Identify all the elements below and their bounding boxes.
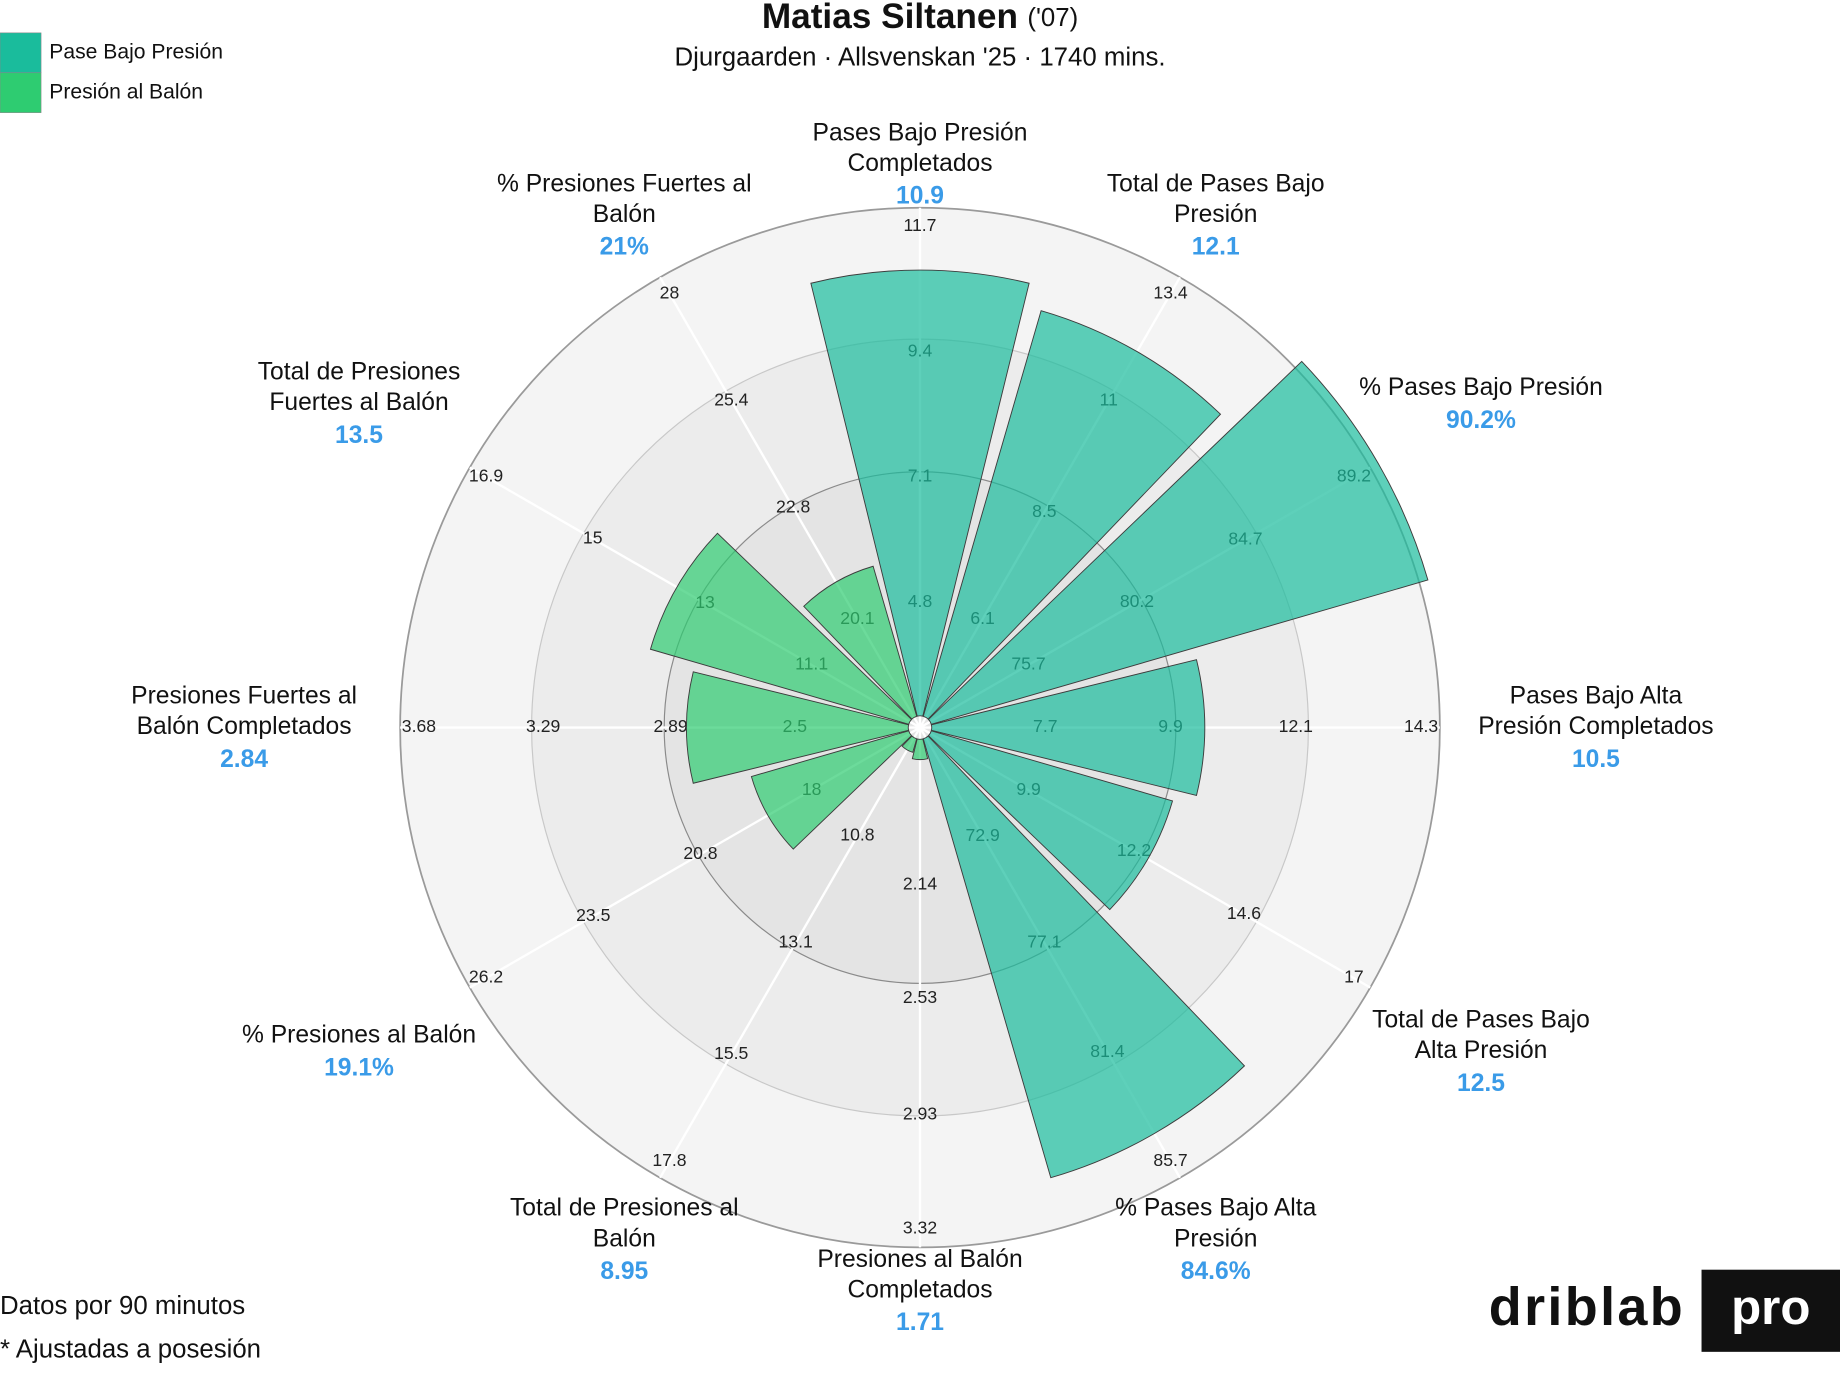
- tick-label: 12.1: [1279, 716, 1313, 736]
- tick-label: 13.1: [779, 932, 813, 952]
- bar: [750, 730, 913, 850]
- bar: [930, 659, 1206, 797]
- tick-label: 14.3: [1404, 716, 1438, 736]
- tick-label: 14.6: [1227, 903, 1261, 923]
- slice-value: 12.1: [1192, 234, 1240, 261]
- tick-label: 16.9: [469, 466, 503, 486]
- tick-label: 2.93: [903, 1104, 937, 1124]
- title-suffix: ('07): [1027, 4, 1078, 32]
- slice-value: 19.1%: [324, 1055, 394, 1082]
- tick-label: 3.29: [526, 716, 560, 736]
- tick-label: 10.8: [840, 825, 874, 845]
- tick-label: 17.8: [652, 1150, 686, 1170]
- tick-label: 23.5: [576, 905, 610, 925]
- legend: Pase Bajo Presión Presión al Balón: [0, 32, 223, 113]
- tick-label: 20.8: [683, 843, 717, 863]
- slice-label: % Presiones Fuertes al: [497, 170, 752, 197]
- tick-label: 22.8: [776, 497, 810, 517]
- note: Datos por 90 minutos: [0, 1292, 245, 1320]
- slice-label: Presiones Fuertes al: [131, 683, 357, 710]
- tick-label: 15.5: [714, 1043, 748, 1063]
- title: Matias Siltanen ('07): [762, 0, 1078, 36]
- slice-labels: Pases Bajo Presión Completados 10.9 Total d…: [131, 119, 1713, 1336]
- bar: [649, 532, 913, 725]
- tick-label: 3.68: [402, 716, 436, 736]
- subtitle: Djurgaarden · Allsvenskan '25 · 1740 min…: [674, 43, 1165, 71]
- slice-value: 21%: [600, 234, 649, 261]
- bars: [649, 269, 1429, 1179]
- tick-label: 25.4: [714, 389, 748, 409]
- slice-label: Balón: [593, 1225, 656, 1252]
- tick-label: 28: [660, 282, 680, 302]
- slice-label: Presión: [1174, 1225, 1257, 1252]
- slice-label: Fuertes al Balón: [269, 389, 448, 416]
- slice-label: Total de Presiones al: [510, 1195, 739, 1222]
- bar: [922, 310, 1222, 720]
- legend-label: Presión al Balón: [49, 80, 203, 103]
- bar: [927, 360, 1429, 725]
- slice-value: 1.71: [896, 1309, 944, 1336]
- spoke: [659, 726, 922, 1179]
- slice-value: 12.5: [1457, 1070, 1505, 1097]
- slice-label: Presión Completados: [1478, 713, 1713, 740]
- tick-label: 17: [1344, 967, 1364, 987]
- bar: [810, 269, 1030, 717]
- tick-label: 2.14: [903, 874, 937, 894]
- bar: [803, 565, 918, 720]
- slice-label: % Pases Bajo Presión: [1359, 374, 1603, 401]
- logo-text: driblab: [1489, 1277, 1685, 1337]
- slice-label: Pases Bajo Alta: [1510, 683, 1683, 710]
- slice-label: % Presiones al Balón: [242, 1022, 476, 1049]
- slice-value: 10.5: [1572, 746, 1620, 773]
- slice-label: Presión: [1174, 201, 1257, 228]
- tick-label: 11.7: [904, 215, 937, 235]
- slice-label: Presiones al Balón: [817, 1246, 1022, 1273]
- tick-label: 2.53: [903, 987, 937, 1007]
- bar: [911, 738, 929, 761]
- slice-label: Balón: [593, 201, 656, 228]
- slice-value: 10.9: [896, 183, 944, 210]
- slice-label: Total de Pases Bajo: [1107, 170, 1325, 197]
- bar: [922, 735, 1246, 1179]
- slice-label: Balón Completados: [137, 713, 352, 740]
- slice-label: Alta Presión: [1415, 1037, 1548, 1064]
- slice-label: % Pases Bajo Alta: [1115, 1195, 1317, 1222]
- slice-value: 13.5: [335, 422, 383, 449]
- tick-label: 15: [583, 527, 603, 547]
- slice-label: Total de Pases Bajo: [1372, 1006, 1590, 1033]
- tick-label: 2.89: [653, 716, 687, 736]
- tick-label: 26.2: [469, 967, 503, 987]
- logo-box: [1701, 1269, 1840, 1352]
- tick-label: 13.4: [1153, 282, 1187, 302]
- slice-value: 90.2%: [1446, 407, 1516, 434]
- slice-value: 84.6%: [1181, 1258, 1251, 1285]
- slice-label: Pases Bajo Presión: [813, 119, 1028, 146]
- bar: [686, 671, 910, 784]
- slice-value: 8.95: [600, 1258, 648, 1285]
- legend-swatch: [0, 72, 42, 113]
- legend-swatch: [0, 32, 42, 74]
- bar: [927, 730, 1174, 911]
- title-name: Matias Siltanen: [762, 0, 1018, 36]
- slice-value: 2.84: [220, 746, 268, 773]
- slice-label: Total de Presiones: [258, 359, 461, 386]
- slice-label: Completados: [847, 150, 992, 177]
- slice-label: Completados: [847, 1276, 992, 1303]
- note: * Ajustadas a posesión: [0, 1335, 261, 1363]
- tick-label: 3.32: [903, 1217, 937, 1237]
- logo-pro: pro: [1731, 1280, 1810, 1335]
- bar: [901, 735, 918, 753]
- tick-label: 85.7: [1153, 1150, 1187, 1170]
- legend-label: Pase Bajo Presión: [49, 40, 223, 63]
